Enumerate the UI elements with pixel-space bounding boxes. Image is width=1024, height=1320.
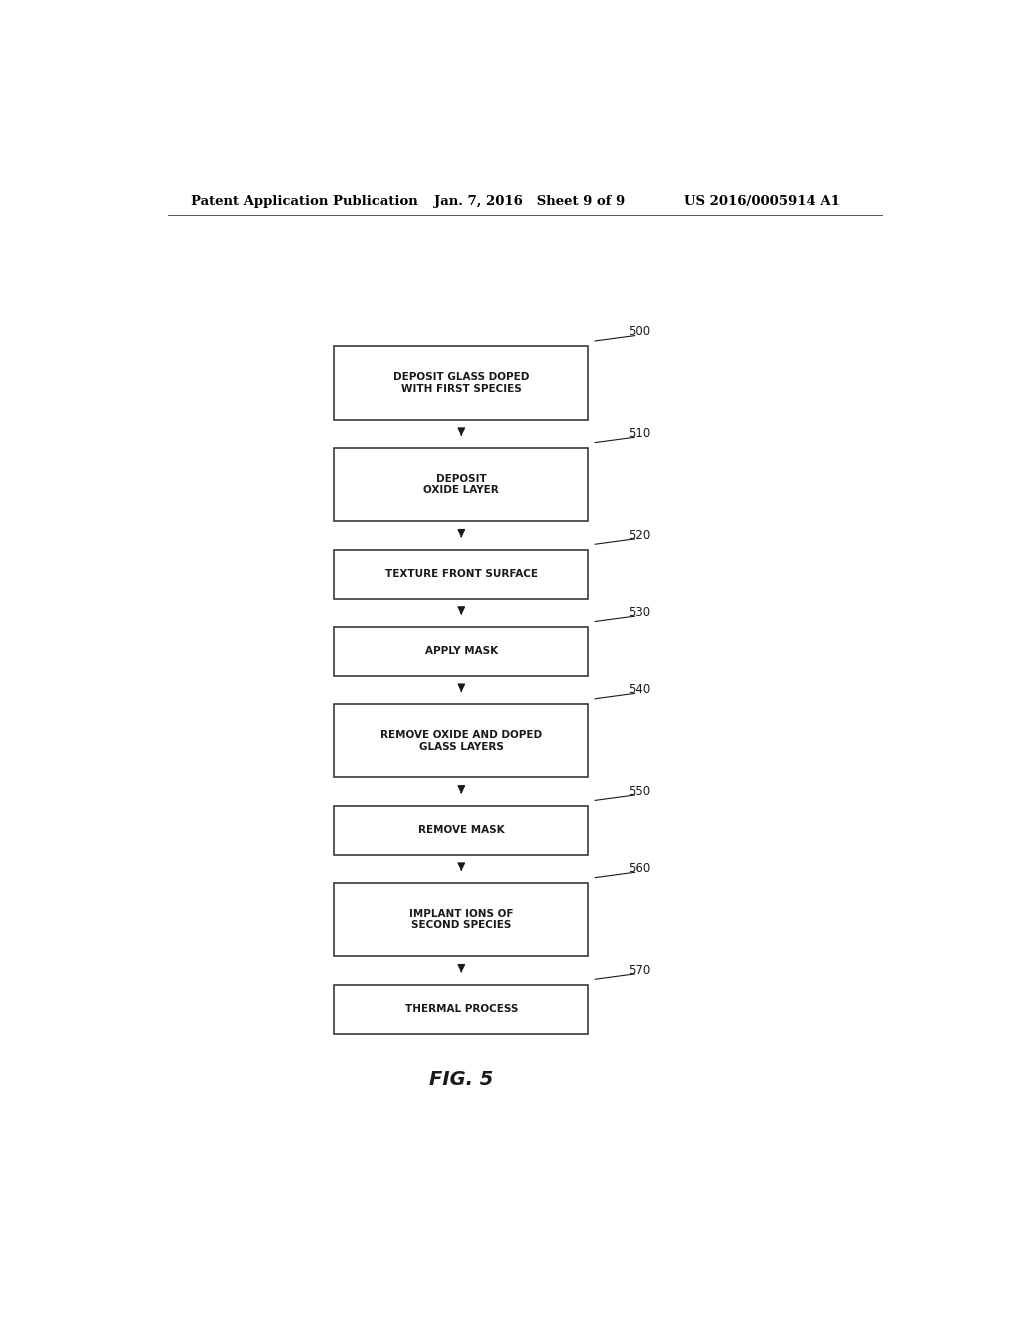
Bar [334,346,588,420]
Text: 520: 520 [628,528,650,541]
Bar [334,805,588,854]
Text: 530: 530 [628,606,650,619]
Text: IMPLANT IONS OF
SECOND SPECIES: IMPLANT IONS OF SECOND SPECIES [409,909,514,931]
Text: THERMAL PROCESS: THERMAL PROCESS [404,1005,518,1014]
Text: 550: 550 [628,784,650,797]
Bar [334,883,588,956]
Text: APPLY MASK: APPLY MASK [425,647,498,656]
Text: Patent Application Publication: Patent Application Publication [191,194,418,207]
Text: 500: 500 [628,325,650,338]
Bar [334,447,588,521]
Text: Jan. 7, 2016   Sheet 9 of 9: Jan. 7, 2016 Sheet 9 of 9 [433,194,625,207]
Text: TEXTURE FRONT SURFACE: TEXTURE FRONT SURFACE [385,569,538,579]
Bar [334,549,588,598]
Bar [334,627,588,676]
Text: REMOVE MASK: REMOVE MASK [418,825,505,836]
Text: 570: 570 [628,964,650,977]
Text: REMOVE OXIDE AND DOPED
GLASS LAYERS: REMOVE OXIDE AND DOPED GLASS LAYERS [380,730,543,751]
Text: 560: 560 [628,862,650,875]
Bar [334,704,588,777]
Text: 540: 540 [628,682,650,696]
Text: DEPOSIT GLASS DOPED
WITH FIRST SPECIES: DEPOSIT GLASS DOPED WITH FIRST SPECIES [393,372,529,393]
Text: DEPOSIT
OXIDE LAYER: DEPOSIT OXIDE LAYER [424,474,499,495]
Text: US 2016/0005914 A1: US 2016/0005914 A1 [684,194,840,207]
Text: FIG. 5: FIG. 5 [429,1069,494,1089]
Text: 510: 510 [628,426,650,440]
Bar [334,985,588,1034]
